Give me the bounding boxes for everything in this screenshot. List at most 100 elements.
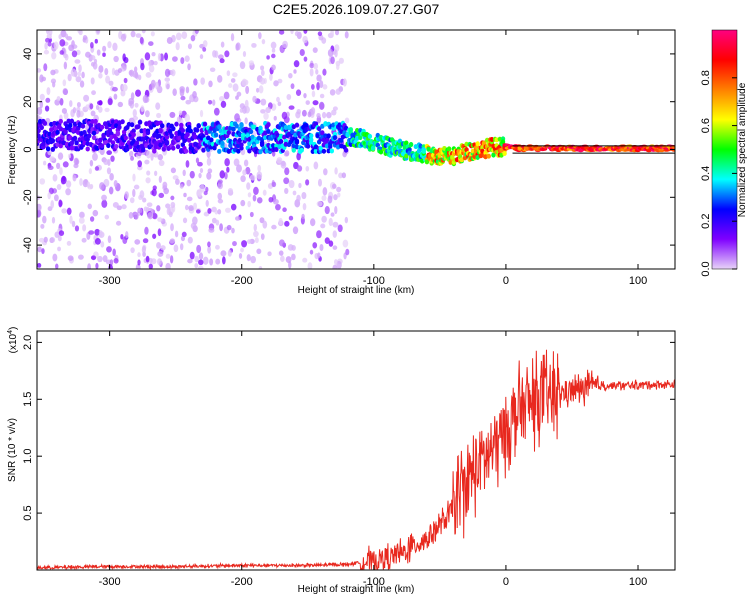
noise-cell — [58, 230, 65, 236]
noise-cell — [78, 217, 85, 224]
noise-cell — [258, 265, 263, 269]
noise-cell — [267, 251, 272, 257]
noise-cell — [53, 41, 59, 50]
noise-cell — [97, 255, 103, 263]
noise-cell — [334, 49, 338, 58]
noise-cell — [320, 223, 326, 229]
noise-cell — [41, 248, 45, 254]
noise-cell — [215, 244, 220, 250]
ridge-cell — [329, 148, 335, 154]
noise-cell — [162, 181, 168, 189]
noise-cell — [137, 252, 141, 258]
ridge-cell — [299, 147, 304, 153]
noise-cell — [133, 212, 139, 220]
noise-cell — [104, 214, 110, 220]
noise-cell — [184, 113, 190, 123]
noise-cell — [307, 111, 312, 118]
noise-cell — [296, 109, 301, 115]
noise-cell — [253, 223, 257, 232]
noise-cell — [217, 179, 223, 184]
noise-cell — [180, 95, 186, 101]
y-tick-label: 2.0 — [22, 335, 34, 350]
noise-cell — [305, 165, 310, 172]
noise-cell — [246, 254, 251, 262]
noise-cell — [330, 56, 335, 65]
noise-cell — [277, 101, 282, 107]
noise-cell — [334, 167, 338, 175]
ridge-cell — [80, 123, 86, 129]
noise-cell — [125, 231, 129, 239]
noise-cell — [49, 236, 56, 243]
noise-cell — [193, 78, 198, 86]
noise-cell — [120, 90, 126, 97]
noise-cell — [148, 263, 153, 269]
ridge-cell — [69, 140, 75, 146]
noise-cell — [143, 206, 148, 212]
ridge-cell — [294, 122, 300, 128]
noise-cell — [211, 217, 217, 224]
noise-cell — [105, 75, 111, 84]
noise-cell — [281, 111, 288, 120]
noise-cell — [246, 239, 252, 244]
noise-cell — [130, 30, 136, 38]
noise-cell — [270, 41, 277, 49]
ridge-cell — [309, 137, 314, 143]
noise-cell — [313, 62, 319, 70]
noise-cell — [254, 237, 259, 244]
noise-cell — [65, 180, 72, 188]
ridge-cell — [101, 132, 106, 138]
noise-cell — [296, 194, 301, 202]
noise-cell — [316, 74, 322, 82]
ridge-cell — [58, 118, 63, 124]
noise-cell — [165, 203, 171, 209]
noise-cell — [278, 250, 284, 256]
noise-cell — [271, 48, 276, 53]
noise-cell — [92, 209, 99, 217]
noise-cell — [332, 245, 338, 250]
noise-cell — [220, 250, 227, 257]
ridge-cell — [470, 148, 476, 154]
noise-cell — [259, 77, 266, 85]
x-tick-label: -200 — [231, 576, 253, 588]
ridge-cell — [99, 143, 105, 149]
noise-cell — [117, 101, 124, 108]
noise-cell — [156, 112, 162, 119]
noise-cell — [282, 40, 288, 49]
noise-cell — [90, 54, 96, 61]
noise-cell — [196, 209, 201, 214]
noise-cell — [205, 199, 209, 207]
noise-cell — [246, 182, 251, 190]
snr-frame — [36, 330, 676, 571]
noise-cell — [330, 30, 334, 38]
noise-cell — [87, 263, 92, 269]
noise-cell — [89, 159, 94, 167]
ridge-cell — [248, 129, 254, 135]
ridge-cell — [486, 153, 491, 159]
noise-cell — [322, 68, 327, 76]
snr-y-multiplier-base: (x10 — [8, 333, 19, 353]
noise-cell — [190, 222, 197, 230]
noise-cell — [193, 202, 198, 210]
noise-cell — [94, 228, 101, 236]
noise-cell — [284, 187, 289, 195]
ridge-cell — [156, 133, 162, 139]
colorbar-tick-label: 0.2 — [700, 214, 712, 229]
noise-cell — [244, 99, 249, 108]
noise-cell — [217, 198, 224, 204]
ridge-cell — [316, 126, 322, 132]
ridge-cell — [658, 148, 665, 153]
noise-cell — [330, 212, 335, 217]
noise-cell — [327, 48, 334, 58]
noise-cell — [106, 246, 112, 252]
noise-cell — [37, 106, 43, 115]
ridge-cell — [309, 133, 314, 139]
noise-cell — [185, 86, 190, 94]
ridge-cell — [179, 148, 184, 154]
noise-cell — [56, 162, 61, 170]
noise-cell — [170, 223, 174, 232]
noise-cell — [142, 238, 149, 244]
noise-cell — [122, 53, 126, 62]
noise-cell — [215, 258, 221, 265]
snr-panel: -300 -200 -100 0 100 0.5 1.0 1.5 2.0 Height of … — [7, 327, 676, 595]
noise-cell — [78, 30, 83, 36]
